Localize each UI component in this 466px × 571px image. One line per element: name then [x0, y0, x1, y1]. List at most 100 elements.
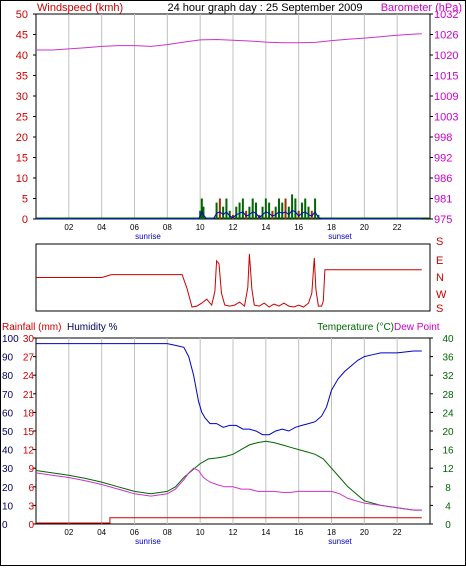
wind-bar: [225, 198, 228, 219]
wind-bar: [264, 198, 267, 219]
windspeed-axis-label: Windspeed (kmh): [37, 2, 123, 14]
temp-x-tick-label: 02: [64, 528, 73, 537]
temp-x-tick-label: 22: [393, 528, 402, 537]
direction-y-tick-label: N: [436, 272, 444, 284]
humidity-y-tick-label: 90: [2, 353, 14, 364]
wind-direction-line: [36, 253, 422, 308]
baro-y-tick-label: 1026: [434, 30, 458, 42]
wind-y-tick-label: 10: [16, 173, 28, 185]
direction-panel-series: [36, 253, 422, 308]
humidity-y-tick-label: 80: [2, 371, 14, 382]
temp-y-tick-label: 32: [442, 371, 454, 382]
wind-x-tick-label: 14: [261, 223, 270, 232]
wind-x-tick-label: 22: [393, 223, 402, 232]
wind-x-tick-label: 06: [130, 223, 139, 232]
sunset-label-bottom: sunset: [328, 537, 352, 546]
wind-bar: [245, 210, 248, 219]
dewpoint-line: [35, 467, 422, 511]
wind-y-tick-label: 25: [16, 112, 28, 124]
temp-y-tick-label: 28: [442, 390, 454, 401]
sunset-label-top: sunset: [328, 232, 352, 241]
temp-x-tick-label: 10: [196, 528, 205, 537]
wind-bar: [294, 198, 297, 219]
humidity-y-tick-label: 0: [2, 520, 8, 531]
barometer-axis-label: Barometer (hPa): [381, 2, 462, 14]
wind-bar: [310, 210, 313, 219]
temp-y-tick-label: 40: [442, 334, 454, 345]
wind-y-tick-label: 20: [16, 132, 28, 144]
wind-bar: [241, 198, 244, 219]
temperature-axis-label: Temperature (°C): [317, 322, 394, 333]
wind-bar: [277, 198, 280, 219]
temp-x-tick-label: 18: [327, 528, 336, 537]
baro-y-tick-label: 992: [434, 153, 452, 165]
wind-bar: [251, 198, 254, 219]
temp-y-tick-label: 12: [442, 464, 454, 475]
humidity-y-tick-label: 70: [2, 390, 14, 401]
baro-y-tick-label: 1032: [434, 9, 458, 21]
rain-y-tick-label: 0: [28, 520, 34, 531]
rain-y-tick-label: 9: [28, 464, 34, 475]
temp-y-tick-label: 36: [442, 353, 454, 364]
rainfall-axis-label: Rainfall (mm): [2, 322, 61, 333]
temp-x-tick-label: 06: [130, 528, 139, 537]
wind-bar: [291, 194, 294, 219]
baro-y-tick-label: 1009: [434, 91, 458, 103]
wind-bar: [261, 206, 264, 219]
temperature-line: [35, 440, 422, 511]
wind-x-tick-label: 18: [327, 223, 336, 232]
sunrise-label-top: sunrise: [135, 232, 161, 241]
temp-y-tick-label: 0: [445, 520, 451, 531]
wind-average-line: [36, 209, 422, 220]
wind-bar: [281, 202, 284, 219]
temperature-panel-series: [35, 343, 422, 524]
baro-y-tick-label: 1015: [434, 71, 458, 83]
rain-y-tick-label: 21: [23, 390, 35, 401]
wind-bar: [228, 210, 231, 219]
baro-y-tick-label: 1003: [434, 112, 458, 124]
wind-bar: [307, 206, 310, 219]
rain-y-tick-label: 18: [23, 408, 35, 419]
wind-bar: [222, 206, 225, 219]
wind-y-tick-label: 50: [16, 9, 28, 21]
rain-y-tick-label: 3: [28, 501, 34, 512]
wind-bar: [218, 198, 221, 219]
humidity-axis-label: Humidity %: [67, 322, 118, 333]
direction-y-tick-label: W: [436, 289, 447, 301]
wind-x-tick-label: 10: [196, 223, 205, 232]
wind-y-tick-label: 0: [22, 214, 28, 226]
wind-bar: [287, 206, 290, 219]
wind-panel-ticks: 02 04 06 08 10 12 14 16 18 20 22051015202530354045…: [16, 9, 459, 232]
baro-y-tick-label: 1020: [434, 50, 458, 62]
wind-y-tick-label: 15: [16, 153, 28, 165]
temp-x-tick-label: 12: [229, 528, 238, 537]
wind-bar: [235, 206, 238, 219]
humidity-y-tick-label: 10: [2, 501, 14, 512]
rain-y-tick-label: 6: [28, 483, 34, 494]
direction-y-tick-label: E: [436, 255, 443, 267]
wind-bar: [202, 206, 205, 219]
temp-y-tick-label: 20: [442, 427, 454, 438]
dewpoint-axis-label: Dew Point: [394, 322, 440, 333]
temp-y-tick-label: 16: [442, 446, 454, 457]
temp-y-tick-label: 8: [445, 483, 451, 494]
rain-y-tick-label: 15: [23, 427, 35, 438]
baro-y-tick-label: 998: [434, 132, 452, 144]
temperature-panel-ticks: 02 04 06 08 10 12 14 16 18 20 220 0 010 3 420 6 830 9 1240…: [2, 334, 454, 537]
humidity-y-tick-label: 20: [2, 483, 14, 494]
temp-y-tick-label: 4: [445, 501, 451, 512]
wind-bar: [274, 206, 277, 219]
sunrise-label-bottom: sunrise: [135, 537, 161, 546]
wind-bar: [254, 202, 257, 219]
barometer-line: [36, 33, 422, 51]
wind-y-tick-label: 5: [22, 194, 28, 206]
humidity-y-tick-label: 30: [2, 464, 14, 475]
direction-y-tick-label: S: [436, 236, 443, 248]
temp-x-tick-label: 20: [360, 528, 369, 537]
wind-x-tick-label: 12: [229, 223, 238, 232]
wind-panel-series: [36, 33, 430, 220]
wind-y-tick-label: 45: [16, 30, 28, 42]
humidity-line: [36, 343, 422, 436]
